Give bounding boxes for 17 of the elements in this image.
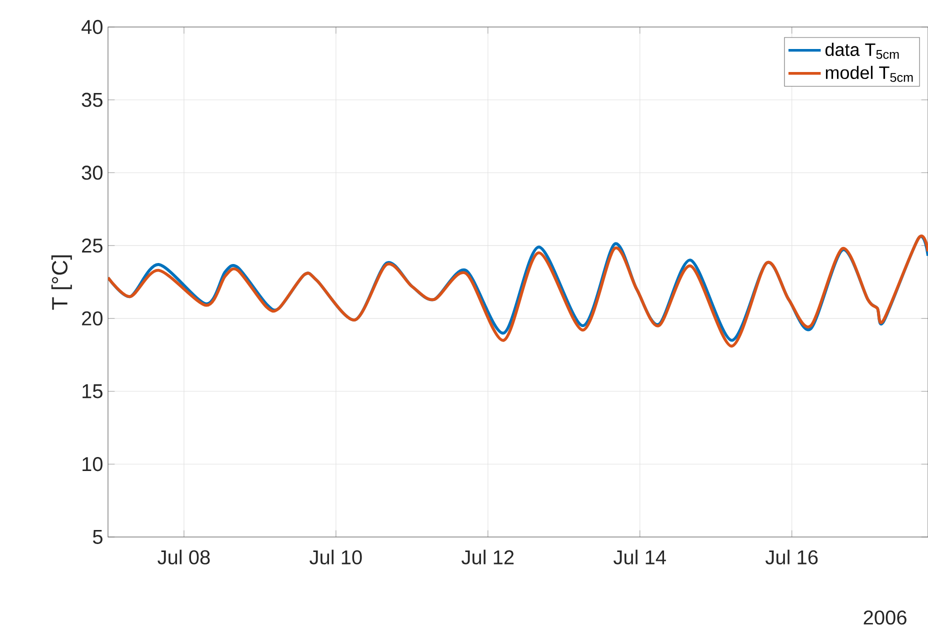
y-tick-label: 10 bbox=[82, 457, 102, 472]
x-tick-label: Jul 14 bbox=[614, 550, 666, 564]
text: 2006 bbox=[864, 610, 906, 625]
x-tick-label: Jul 16 bbox=[765, 550, 818, 564]
x-tick-label: Jul 12 bbox=[462, 550, 514, 564]
y-tick-label: 25 bbox=[82, 238, 102, 253]
y-tick-label: 30 bbox=[82, 166, 102, 180]
y-tick-label: 5 bbox=[92, 530, 102, 544]
y-tick-label: 15 bbox=[82, 384, 102, 398]
legend-label: model T$_{5cm}$ bbox=[826, 66, 913, 82]
x-tick-label: Jul 10 bbox=[310, 550, 362, 564]
y-axis-title: T [°C] bbox=[51, 255, 72, 310]
y-tick-label: 20 bbox=[82, 311, 102, 326]
x-tick-label: Jul 08 bbox=[158, 550, 210, 564]
y-tick-label: 35 bbox=[82, 92, 102, 107]
y-tick-label: 40 bbox=[82, 20, 102, 34]
legend-label: data T$_{5cm}$ bbox=[825, 42, 899, 59]
